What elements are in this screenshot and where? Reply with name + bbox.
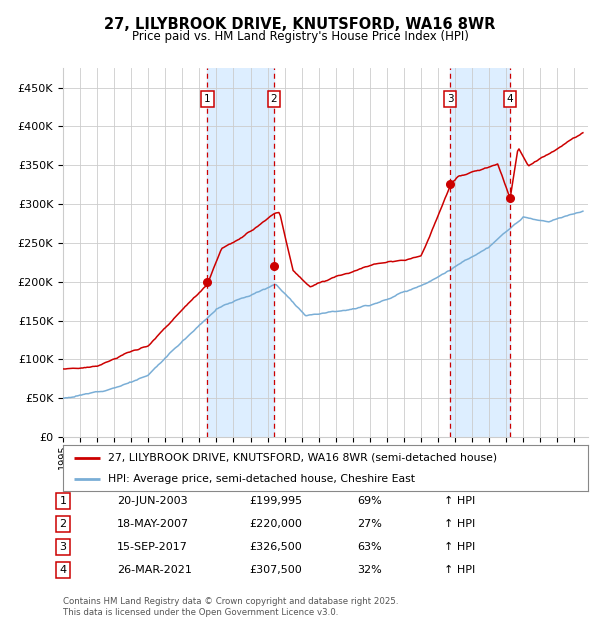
Text: ↑ HPI: ↑ HPI (444, 542, 475, 552)
Text: Price paid vs. HM Land Registry's House Price Index (HPI): Price paid vs. HM Land Registry's House … (131, 30, 469, 43)
Text: HPI: Average price, semi-detached house, Cheshire East: HPI: Average price, semi-detached house,… (107, 474, 415, 484)
Text: 1: 1 (204, 94, 211, 104)
Text: 4: 4 (59, 565, 67, 575)
Text: £220,000: £220,000 (249, 519, 302, 529)
Text: 2: 2 (59, 519, 67, 529)
Text: 27%: 27% (357, 519, 382, 529)
Bar (208, 68, 274, 437)
Text: 27, LILYBROOK DRIVE, KNUTSFORD, WA16 8WR: 27, LILYBROOK DRIVE, KNUTSFORD, WA16 8WR (104, 17, 496, 32)
Text: 15-SEP-2017: 15-SEP-2017 (117, 542, 188, 552)
Text: ↑ HPI: ↑ HPI (444, 565, 475, 575)
Text: 27, LILYBROOK DRIVE, KNUTSFORD, WA16 8WR (semi-detached house): 27, LILYBROOK DRIVE, KNUTSFORD, WA16 8WR… (107, 453, 497, 463)
Text: 69%: 69% (357, 496, 382, 506)
Text: 18-MAY-2007: 18-MAY-2007 (117, 519, 189, 529)
Text: 3: 3 (59, 542, 67, 552)
Text: 3: 3 (447, 94, 454, 104)
Text: 20-JUN-2003: 20-JUN-2003 (117, 496, 188, 506)
Text: Contains HM Land Registry data © Crown copyright and database right 2025.
This d: Contains HM Land Registry data © Crown c… (63, 598, 398, 617)
Text: 26-MAR-2021: 26-MAR-2021 (117, 565, 192, 575)
Text: 1: 1 (59, 496, 67, 506)
Text: £307,500: £307,500 (249, 565, 302, 575)
Text: ↑ HPI: ↑ HPI (444, 496, 475, 506)
Text: 2: 2 (271, 94, 277, 104)
Text: £199,995: £199,995 (249, 496, 302, 506)
Text: 4: 4 (507, 94, 514, 104)
Text: 63%: 63% (357, 542, 382, 552)
Text: ↑ HPI: ↑ HPI (444, 519, 475, 529)
Text: £326,500: £326,500 (249, 542, 302, 552)
Text: 32%: 32% (357, 565, 382, 575)
Bar (450, 68, 510, 437)
